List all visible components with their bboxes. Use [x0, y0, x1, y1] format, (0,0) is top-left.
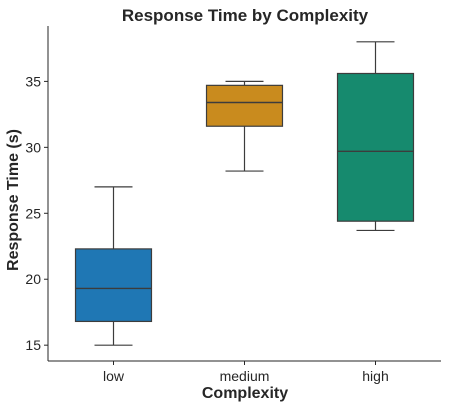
iqr-box-low — [74, 248, 153, 323]
box-low — [74, 186, 153, 346]
chart-title: Response Time by Complexity — [122, 6, 369, 25]
x-tick-label-low: low — [103, 368, 125, 384]
x-axis-ticks: low medium high — [103, 361, 389, 384]
y-tick-label-25: 25 — [25, 205, 41, 221]
iqr-box-high — [336, 72, 415, 222]
y-axis-ticks: 15 20 25 30 35 — [25, 73, 48, 353]
x-tick-label-medium: medium — [220, 368, 270, 384]
y-axis-label: Response Time (s) — [5, 129, 22, 271]
x-tick-label-high: high — [362, 368, 388, 384]
iqr-box-medium — [205, 84, 284, 127]
y-tick-label-20: 20 — [25, 271, 41, 287]
box-high — [336, 41, 415, 232]
boxes — [74, 41, 415, 346]
y-tick-label-35: 35 — [25, 73, 41, 89]
y-tick-label-15: 15 — [25, 337, 41, 353]
x-axis-label: Complexity — [202, 385, 288, 402]
y-tick-label-30: 30 — [25, 139, 41, 155]
box-medium — [205, 80, 284, 172]
